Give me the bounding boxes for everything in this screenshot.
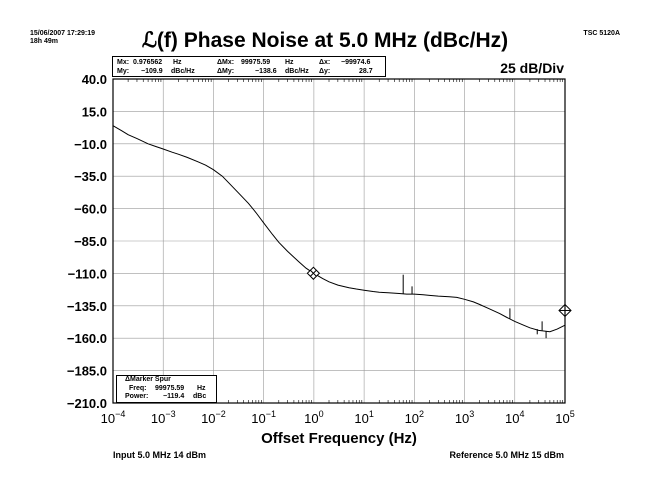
x-tick-base: 10 [304, 411, 318, 426]
y-tick-label: −135.0 [67, 299, 107, 314]
spur-power-unit: dBc [193, 393, 207, 400]
spur-freq-value: 99975.59 [155, 384, 185, 392]
spur-power-value: −119.4 [163, 393, 185, 400]
readout-label-dmx: ΔMx: [217, 59, 235, 66]
chart-subtitle: 25 dB/Div [500, 60, 564, 76]
series-layer [112, 125, 566, 339]
readout-value-dmx: 99975.59 [241, 59, 271, 66]
x-tick-label: 10−4 [101, 409, 126, 426]
x-tick-exp: −2 [216, 409, 226, 419]
spur-freq-label: Freq: [129, 384, 147, 392]
x-tick-exp: 5 [570, 409, 575, 419]
x-tick-exp: 0 [319, 409, 324, 419]
readout-unit-dmy: dBc/Hz [285, 68, 309, 75]
readout-unit-dmx: Hz [285, 59, 294, 66]
input-info: Input 5.0 MHz 14 dBm [113, 450, 207, 460]
timestamp-date: 15/06/2007 17:29:19 [30, 30, 95, 37]
x-tick-label: 101 [354, 409, 373, 426]
y-tick-label: −185.0 [67, 364, 107, 379]
x-tick-base: 10 [251, 411, 265, 426]
x-tick-base: 10 [101, 411, 115, 426]
y-tick-label: −35.0 [74, 169, 107, 184]
x-tick-label: 103 [455, 409, 474, 426]
y-tick-label: −60.0 [74, 202, 107, 217]
x-tick-exp: −4 [115, 409, 125, 419]
readout-label-my: My: [117, 68, 130, 75]
y-tick-label: −210.0 [67, 396, 107, 411]
x-tick-label: 102 [405, 409, 424, 426]
spur-heading: ΔMarker Spur [125, 376, 171, 383]
x-tick-exp: 3 [469, 409, 474, 419]
plot-frame [112, 78, 566, 404]
y-tick-labels: 40.0 15.0 −10.0 −35.0 −60.0 −85.0 −110.0 −135.0… [67, 72, 107, 411]
readout-value-mx: 0.976562 [133, 59, 163, 66]
x-tick-base: 10 [455, 411, 469, 426]
readout-value-dy: 28.7 [359, 68, 373, 75]
spur-box: ΔMarker Spur Freq: 99975.59 Hz Power: −1… [116, 375, 217, 403]
readout-value-dx: −99974.6 [341, 59, 371, 66]
readout-unit-my: dBc/Hz [171, 68, 195, 75]
readout-label-dmy: ΔMy: [217, 68, 235, 75]
reference-info: Reference 5.0 MHz 15 dBm [449, 450, 564, 460]
marker-readout: Mx: 0.976562 Hz ΔMx: 99975.59 Hz Δx: −99… [112, 56, 386, 77]
x-tick-exp: 2 [419, 409, 424, 419]
x-tick-label: 10−2 [201, 409, 226, 426]
y-tick-label: −160.0 [67, 331, 107, 346]
instrument-label: TSC 5120A [583, 30, 620, 37]
x-tick-base: 10 [354, 411, 368, 426]
chart-title: ℒ(f) Phase Noise at 5.0 MHz (dBc/Hz) [141, 29, 509, 52]
x-tick-exp: 4 [520, 409, 525, 419]
grid [112, 78, 566, 404]
readout-label-mx: Mx: [117, 59, 130, 66]
x-tick-labels: 10−4 10−3 10−2 10−1 100 101 102 103 104 105 [101, 409, 575, 426]
readout-label-dy: Δy: [319, 68, 331, 75]
y-tick-label: 40.0 [82, 72, 107, 87]
x-tick-base: 10 [505, 411, 519, 426]
x-tick-exp: −1 [266, 409, 276, 419]
readout-unit-mx: Hz [173, 59, 182, 66]
x-tick-base: 10 [405, 411, 419, 426]
x-tick-label: 100 [304, 409, 323, 426]
x-tick-base: 10 [555, 411, 569, 426]
timestamp: 15/06/2007 17:29:19 18h 49m [30, 30, 95, 46]
timestamp-elapsed: 18h 49m [30, 38, 59, 45]
y-tick-label: −110.0 [68, 266, 107, 281]
x-tick-base: 10 [151, 411, 165, 426]
readout-label-dx: Δx: [319, 59, 331, 66]
y-tick-label: −10.0 [74, 137, 107, 152]
x-tick-label: 10−1 [251, 409, 276, 426]
x-tick-label: 105 [555, 409, 574, 426]
marker-layer [306, 266, 572, 318]
spur-freq-unit: Hz [197, 384, 206, 392]
marker-diamond-x [306, 266, 321, 280]
x-tick-label: 10−3 [151, 409, 176, 426]
x-axis-label: Offset Frequency (Hz) [261, 430, 417, 447]
x-tick-label: 104 [505, 409, 524, 426]
readout-value-my: −109.9 [141, 68, 163, 75]
x-tick-exp: −3 [165, 409, 175, 419]
y-tick-label: 15.0 [82, 104, 107, 119]
x-tick-base: 10 [201, 411, 215, 426]
series-line [112, 125, 566, 333]
y-tick-label: −85.0 [74, 234, 107, 249]
marker-cross [310, 269, 317, 277]
x-tick-exp: 1 [369, 409, 374, 419]
readout-value-dmy: −138.6 [255, 68, 277, 75]
spur-power-label: Power: [125, 393, 149, 400]
